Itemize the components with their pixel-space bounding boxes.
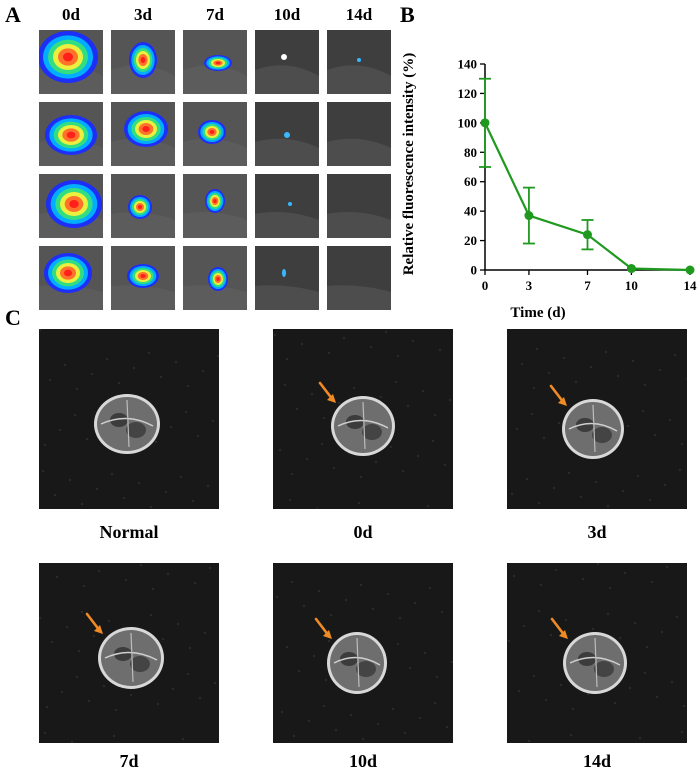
column-header-14d: 14d — [345, 5, 373, 24]
chart-x-tick-label: 10 — [625, 278, 638, 293]
chart-data-point — [524, 211, 534, 221]
mri-label-10d: 10d — [348, 751, 377, 771]
fluorescence-image-tile — [327, 30, 391, 94]
chart-y-tick-label: 140 — [458, 57, 478, 72]
mri-image-10d — [273, 563, 453, 743]
mri-tissue — [101, 630, 161, 686]
mri-image-7d — [39, 563, 219, 743]
mri-label-14d: 14d — [582, 751, 611, 771]
mri-image-normal — [39, 329, 219, 509]
column-header-7d: 7d — [206, 5, 224, 24]
fluorescence-image-tile — [327, 102, 391, 166]
mri-label-0d: 0d — [353, 522, 373, 542]
fluorescence-image-tile — [111, 30, 175, 94]
mri-label-7d: 7d — [119, 751, 139, 771]
chart-x-tick-label: 7 — [584, 278, 591, 293]
fluorescence-image-tile — [183, 102, 247, 166]
chart-y-tick-label: 120 — [458, 86, 478, 101]
chart-x-tick-label: 3 — [526, 278, 533, 293]
mri-tissue — [330, 635, 384, 691]
chart-y-tick-label: 80 — [464, 145, 477, 160]
chart-y-tick-label: 20 — [464, 233, 477, 248]
fluorescence-image-tile — [111, 174, 175, 238]
column-header-0d: 0d — [62, 5, 80, 24]
fluorescence-image-tile — [111, 246, 175, 310]
fluorescence-image-tile — [255, 246, 319, 310]
mri-label-3d: 3d — [587, 522, 607, 542]
mri-tissue — [97, 397, 157, 451]
chart-data-point — [626, 264, 636, 274]
panel-label-a: A — [5, 2, 21, 27]
chart-y-tick-label: 60 — [464, 174, 477, 189]
mri-label-normal: Normal — [99, 522, 159, 542]
fluorescence-image-tile — [39, 102, 103, 166]
chart-data-point — [583, 230, 592, 240]
fluorescence-image-tile — [39, 174, 103, 238]
fluorescence-image-tile — [183, 30, 247, 94]
arrow-icon — [550, 617, 568, 639]
fluorescence-image-tile — [255, 30, 319, 94]
arrow-icon — [549, 384, 567, 406]
column-header-3d: 3d — [134, 5, 152, 24]
chart-y-tick-label: 100 — [458, 115, 478, 130]
chart-y-axis-label: Relative fluorescence intensity (%) — [401, 53, 417, 276]
fluorescence-line-chart: 0 20 40 60 80 100 120 140 0 3 7 10 14 Relative fluor… — [401, 53, 698, 320]
mri-image-3d — [507, 329, 687, 509]
fluorescence-image-tile — [39, 30, 103, 94]
mri-tissue — [334, 399, 392, 453]
fluorescence-image-tile — [183, 174, 247, 238]
panel-label-b: B — [400, 2, 415, 27]
panel-label-c: C — [5, 305, 21, 330]
mri-image-0d — [273, 329, 453, 509]
fluorescence-image-tile — [39, 246, 103, 310]
chart-x-tick-label: 0 — [482, 278, 489, 293]
arrow-icon — [318, 381, 336, 403]
fluorescence-image-tile — [255, 102, 319, 166]
arrow-icon — [85, 612, 103, 634]
chart-x-tick-label: 14 — [684, 278, 698, 293]
fluorescence-image-tile — [183, 246, 247, 310]
arrow-icon — [314, 617, 332, 639]
mri-image-14d — [507, 563, 687, 743]
column-header-10d: 10d — [273, 5, 301, 24]
chart-data-point — [480, 118, 490, 128]
chart-y-tick-label: 40 — [464, 204, 477, 219]
chart-y-tick-label: 0 — [471, 263, 478, 278]
chart-x-axis-label: Time (d) — [510, 305, 565, 320]
mri-tissue — [565, 402, 621, 456]
mri-tissue — [566, 635, 624, 691]
chart-data-point — [685, 265, 695, 275]
fluorescence-image-tile — [255, 174, 319, 238]
fluorescence-image-tile — [327, 246, 391, 310]
fluorescence-image-tile — [327, 174, 391, 238]
fluorescence-image-tile — [111, 102, 175, 166]
